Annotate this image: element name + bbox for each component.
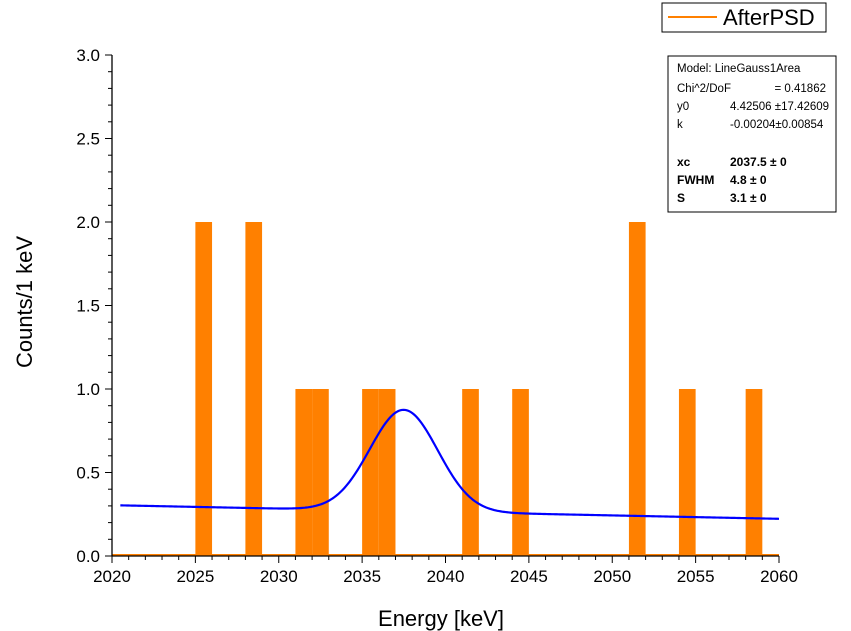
stats-label: Model: LineGauss1Area <box>677 63 801 75</box>
legend-label: AfterPSD <box>723 5 815 30</box>
x-tick-label: 2055 <box>677 567 715 586</box>
stats-label: xc <box>677 155 691 169</box>
histogram-bar-8 <box>628 222 646 556</box>
stats-label: Chi^2/DoF <box>677 83 731 95</box>
stats-lines: Model: LineGauss1Area Chi^2/DoF = 0.41862 y… <box>677 63 829 205</box>
stats-box-frame <box>667 55 837 213</box>
stats-value: -0.00204±0.00854 <box>730 119 824 131</box>
y-tick-label: 1.0 <box>76 380 100 399</box>
x-tick-label: 2045 <box>510 567 548 586</box>
histogram-bar-1 <box>245 222 263 556</box>
x-tick-label: 2035 <box>343 567 381 586</box>
y-tick-label: 0.5 <box>76 464 100 483</box>
x-tick-label: 2060 <box>760 567 798 586</box>
histogram-bar-5 <box>378 389 396 556</box>
histogram-bar-7 <box>512 389 529 556</box>
stats-value: 4.42506 ±17.42609 <box>730 101 829 113</box>
histogram-bar-2 <box>295 389 313 556</box>
y-tick-label: 3.0 <box>76 46 100 65</box>
axes <box>105 54 780 563</box>
histogram-bar-0 <box>195 222 213 556</box>
stats-label: y0 <box>677 101 689 113</box>
x-tick-label: 2030 <box>260 567 298 586</box>
histogram-bar-9 <box>678 389 696 556</box>
stats-label: FWHM <box>677 173 714 187</box>
histogram-bar-3 <box>312 389 329 556</box>
tick-labels: 2020 2025 2030 2035 2040 2045 2050 2055 2060 0.0 0… <box>76 46 798 586</box>
stats-value: 4.8 ± 0 <box>730 173 767 187</box>
stats-value: = 0.41862 <box>775 83 826 95</box>
y-tick-label: 1.5 <box>76 297 100 316</box>
stats-value: 3.1 ± 0 <box>730 191 767 205</box>
stats-box: Model: LineGauss1Area Chi^2/DoF = 0.41862 y… <box>667 55 837 213</box>
stats-value: 2037.5 ± 0 <box>730 155 787 169</box>
stats-label: k <box>677 119 683 131</box>
histogram-bar-6 <box>462 389 479 556</box>
x-axis-title: Energy [keV] <box>378 606 504 631</box>
stats-label: S <box>677 191 685 205</box>
histogram-bar-10 <box>745 389 763 556</box>
x-tick-label: 2050 <box>593 567 631 586</box>
histogram-bar-4 <box>362 389 379 556</box>
y-tick-label: 2.0 <box>76 213 100 232</box>
y-axis-title: Counts/1 keV <box>12 236 37 368</box>
y-tick-label: 2.5 <box>76 130 100 149</box>
fit-curve <box>120 408 780 520</box>
x-tick-label: 2040 <box>427 567 465 586</box>
fit-curve-layer <box>120 408 780 520</box>
x-tick-label: 2020 <box>93 567 131 586</box>
x-tick-label: 2025 <box>176 567 214 586</box>
y-tick-label: 0.0 <box>76 547 100 566</box>
histogram-bars <box>112 222 779 556</box>
legend: AfterPSD <box>661 2 827 33</box>
